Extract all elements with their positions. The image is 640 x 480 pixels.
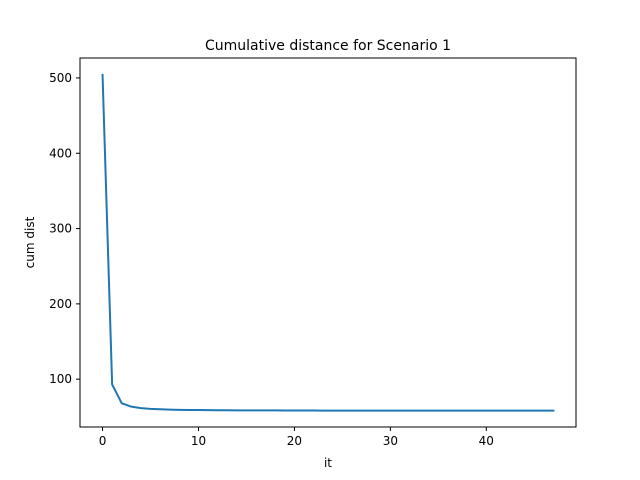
y-tick-label: 300 <box>49 222 72 236</box>
x-tick-label: 20 <box>287 434 302 448</box>
x-tick-label: 0 <box>99 434 107 448</box>
series-layer <box>101 73 555 412</box>
y-tick-label: 200 <box>49 297 72 311</box>
x-axis-label: it <box>324 456 332 470</box>
chart-title: Cumulative distance for Scenario 1 <box>205 38 451 54</box>
y-tick-label: 500 <box>49 71 72 85</box>
x-tick-label: 40 <box>479 434 494 448</box>
y-tick-label: 100 <box>49 372 72 386</box>
x-tick-label: 30 <box>383 434 398 448</box>
x-tick-label: 10 <box>191 434 206 448</box>
series-line <box>101 73 555 412</box>
y-axis-label: cum dist <box>23 216 37 268</box>
plot-frame <box>79 57 577 428</box>
y-tick-label: 400 <box>49 146 72 160</box>
ticks-layer: 0 10 20 30 40 100 200 300 400 500 <box>49 71 494 448</box>
